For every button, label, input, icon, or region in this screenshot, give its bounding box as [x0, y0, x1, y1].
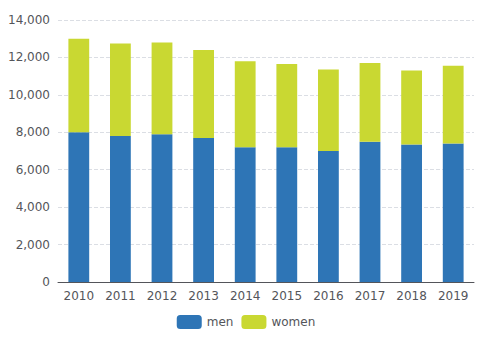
svg-text:2015: 2015: [272, 289, 303, 303]
svg-text:2010: 2010: [64, 289, 95, 303]
svg-text:2,000: 2,000: [16, 238, 50, 252]
svg-text:4,000: 4,000: [16, 200, 50, 214]
svg-text:2016: 2016: [313, 289, 344, 303]
svg-text:2014: 2014: [230, 289, 261, 303]
svg-text:men: men: [207, 315, 234, 329]
svg-text:2018: 2018: [396, 289, 427, 303]
svg-text:women: women: [271, 315, 315, 329]
svg-text:6,000: 6,000: [16, 163, 50, 177]
svg-text:10,000: 10,000: [8, 88, 50, 102]
svg-text:2019: 2019: [438, 289, 469, 303]
svg-text:8,000: 8,000: [16, 125, 50, 139]
svg-text:2011: 2011: [105, 289, 136, 303]
svg-text:2017: 2017: [355, 289, 386, 303]
svg-text:12,000: 12,000: [8, 50, 50, 64]
svg-text:0: 0: [42, 275, 50, 289]
svg-text:2012: 2012: [147, 289, 178, 303]
svg-text:2013: 2013: [188, 289, 219, 303]
svg-text:14,000: 14,000: [8, 13, 50, 27]
